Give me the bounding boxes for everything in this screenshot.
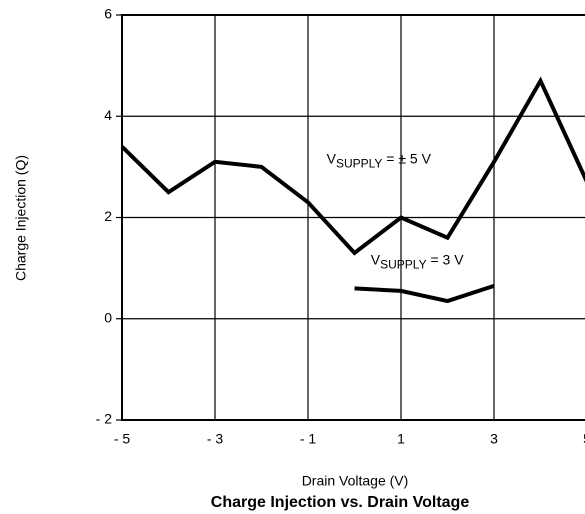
y-tick-label: 2	[104, 208, 112, 224]
y-tick-label: - 2	[96, 411, 113, 427]
annotation-main: V	[327, 150, 337, 166]
annotation-main: V	[371, 251, 381, 267]
annotation: VSUPPLY = ± 5 V	[327, 150, 432, 170]
y-axis-label: Charge Injection (Q)	[13, 155, 29, 281]
x-tick-label: - 5	[114, 431, 131, 447]
x-tick-label: - 3	[207, 431, 224, 447]
x-tick-label: 3	[490, 431, 498, 447]
annotation-sub: SUPPLY	[336, 156, 382, 170]
chart-title: Charge Injection vs. Drain Voltage	[211, 494, 470, 511]
data-line	[120, 76, 585, 256]
x-tick-label: - 1	[300, 431, 317, 447]
y-tick-label: 0	[104, 309, 112, 325]
x-axis-label: Drain Voltage (V)	[302, 473, 409, 489]
annotation-sub: SUPPLY	[380, 258, 426, 272]
y-tick-label: 6	[104, 6, 112, 22]
x-tick-label: 5	[583, 431, 585, 447]
annotation-rest: = ± 5 V	[382, 150, 431, 166]
x-tick-label: 1	[397, 431, 405, 447]
plot-frame	[121, 14, 585, 421]
data-line	[354, 283, 495, 304]
y-tick-label: 4	[104, 107, 112, 123]
annotation: VSUPPLY = 3 V	[371, 251, 464, 271]
annotation-rest: = 3 V	[427, 251, 465, 267]
